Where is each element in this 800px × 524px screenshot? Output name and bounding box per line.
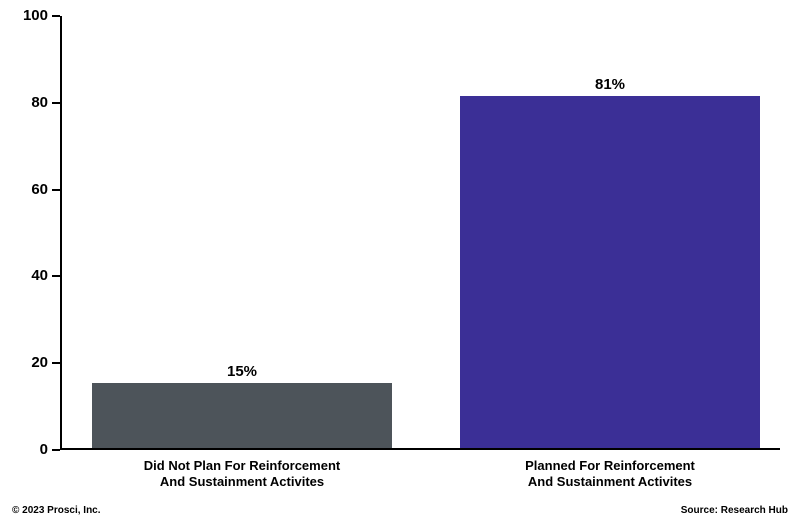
footer-source: Source: Research Hub [681,505,788,516]
bar-value-label: 81% [460,76,760,93]
y-tick [52,189,60,191]
y-tick [52,15,60,17]
y-tick-label: 0 [8,441,48,458]
bar-category-label: Did Not Plan For ReinforcementAnd Sustai… [72,458,412,491]
y-tick-label: 100 [8,7,48,24]
y-tick-label: 80 [8,94,48,111]
bar-chart: 15% 81% © 2023 Prosci, Inc. Source: Resea… [0,0,800,524]
bar-value-label: 15% [92,363,392,380]
x-axis [60,448,780,450]
y-tick [52,362,60,364]
y-tick-label: 20 [8,354,48,371]
y-tick [52,102,60,104]
bar [460,96,760,448]
bar [92,383,392,448]
y-tick [52,449,60,451]
y-tick-label: 60 [8,181,48,198]
plot-area: 15% 81% [60,16,780,450]
y-tick [52,275,60,277]
y-tick-label: 40 [8,267,48,284]
y-axis [60,16,62,450]
bar-category-label: Planned For ReinforcementAnd Sustainment… [440,458,780,491]
footer-copyright: © 2023 Prosci, Inc. [12,505,101,516]
